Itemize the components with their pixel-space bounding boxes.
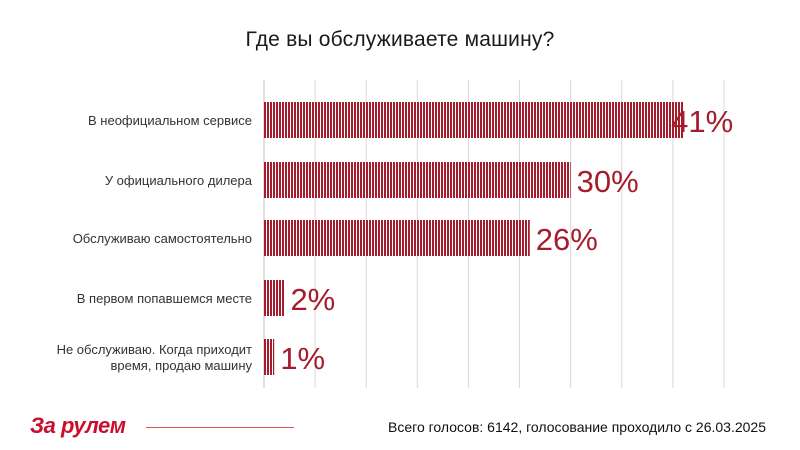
category-label: В неофициальном сервисе bbox=[88, 113, 252, 128]
value-label: 30% bbox=[577, 164, 639, 199]
value-labels: 41% 30% 26% 2% 1% bbox=[280, 104, 733, 376]
value-label: 2% bbox=[290, 282, 335, 317]
category-label: Обслуживаю самостоятельно bbox=[73, 231, 252, 246]
bar bbox=[264, 339, 275, 375]
bar bbox=[264, 220, 530, 256]
bars bbox=[264, 102, 684, 375]
logo: За рулем bbox=[30, 413, 126, 438]
category-label: Не обслуживаю. Когда приходит bbox=[57, 342, 252, 357]
category-label: В первом попавшемся месте bbox=[77, 291, 252, 306]
category-label: время, продаю машину bbox=[111, 358, 253, 373]
category-label: У официального дилера bbox=[105, 173, 253, 188]
bar-chart: В неофициальном сервисе У официального ди… bbox=[57, 80, 733, 388]
footer-note: Всего голосов: 6142, голосование проходи… bbox=[388, 419, 766, 435]
value-label: 41% bbox=[671, 104, 733, 139]
value-label: 26% bbox=[536, 222, 598, 257]
logo-divider bbox=[146, 427, 294, 428]
bar bbox=[264, 280, 285, 316]
category-labels: В неофициальном сервисе У официального ди… bbox=[57, 113, 253, 373]
value-label: 1% bbox=[280, 341, 325, 376]
bar bbox=[264, 102, 684, 138]
bar bbox=[264, 162, 571, 198]
chart-title: Где вы обслуживаете машину? bbox=[245, 28, 555, 51]
